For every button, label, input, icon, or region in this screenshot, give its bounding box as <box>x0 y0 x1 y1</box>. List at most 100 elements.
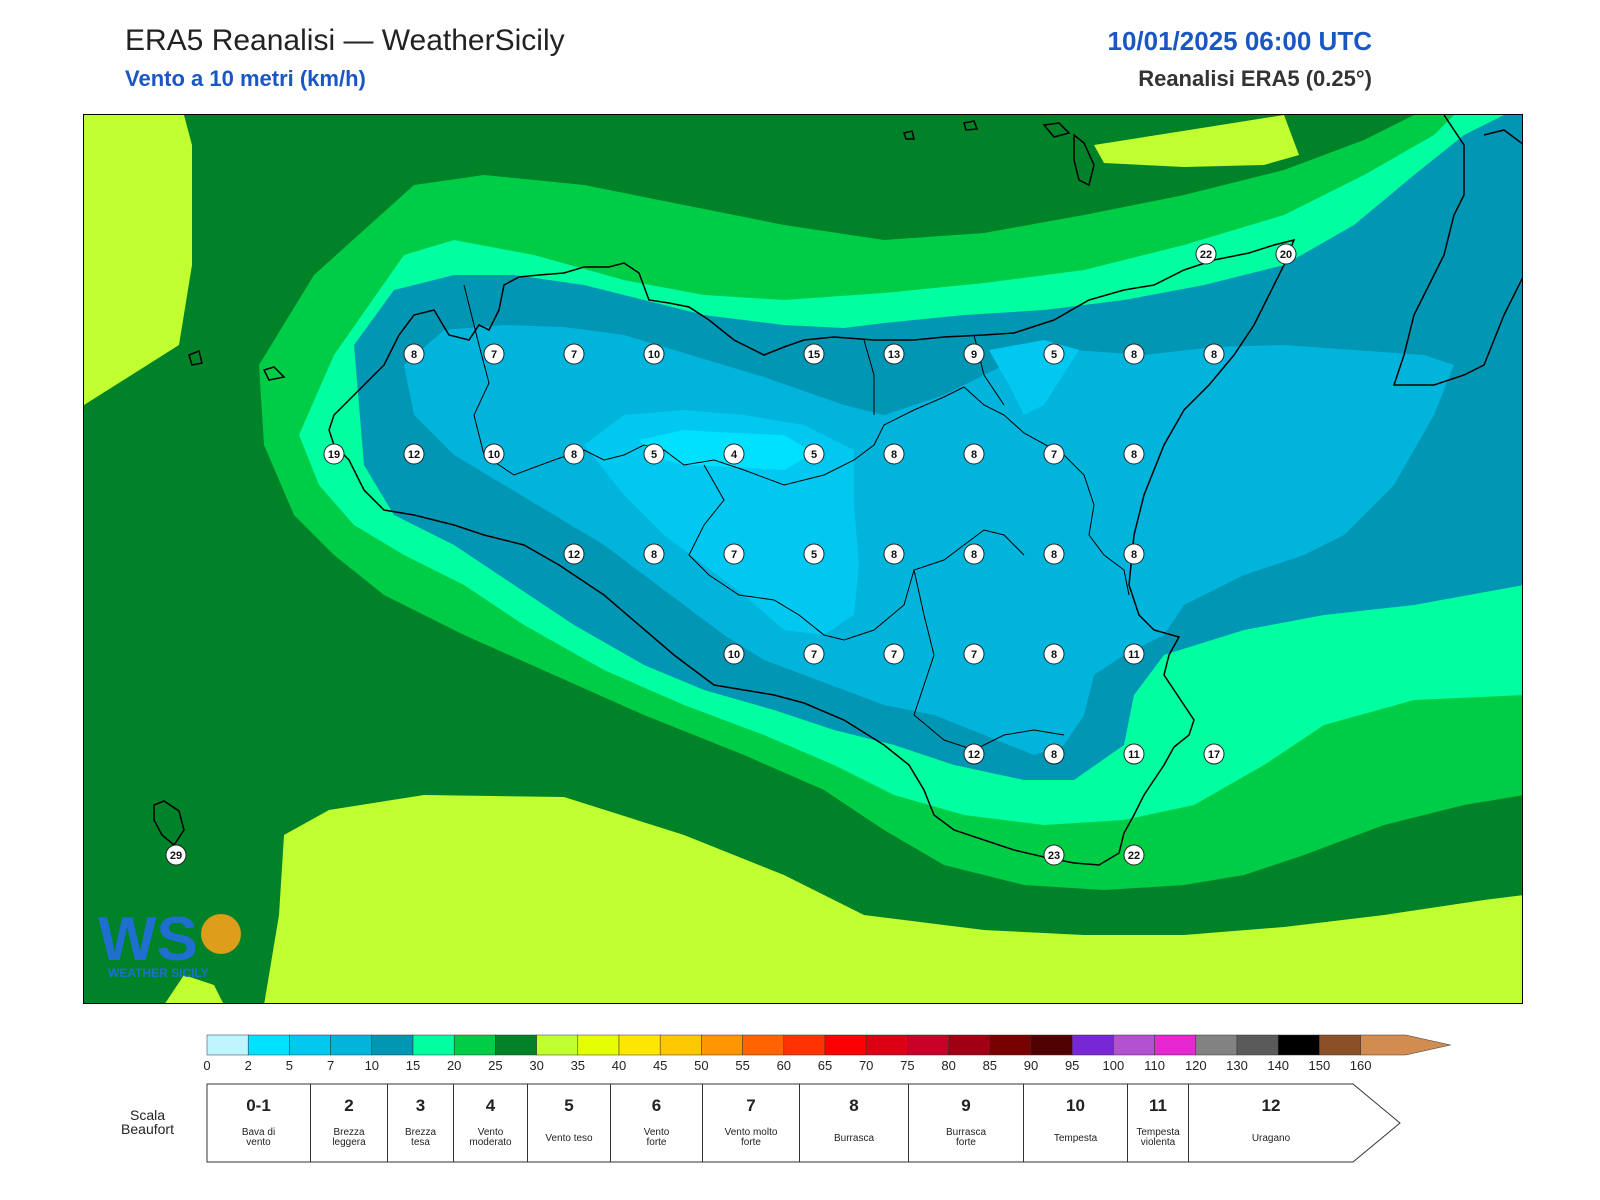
colorbar-bin <box>701 1034 743 1056</box>
map-datetime: 10/01/2025 06:00 UTC <box>1107 26 1372 56</box>
wind-value-label: 8 <box>1051 549 1057 561</box>
colorbar-tick-label: 90 <box>1023 1058 1039 1073</box>
wind-value-marker: 12 <box>403 443 425 465</box>
contour-30-35-south <box>264 795 1522 1003</box>
wind-value-marker: 8 <box>1123 343 1145 365</box>
colorbar-tick-label: 7 <box>326 1058 335 1073</box>
wind-value-label: 7 <box>811 649 817 661</box>
wind-value-label: 8 <box>1131 549 1137 561</box>
wind-value-label: 7 <box>571 349 577 361</box>
beaufort-cell: 0-1 Bava di vento <box>207 1084 310 1162</box>
wind-value-marker: 8 <box>403 343 425 365</box>
colorbar-bin <box>989 1034 1032 1056</box>
wind-value-label: 23 <box>1048 850 1060 862</box>
colorbar-tick-label: 140 <box>1267 1058 1290 1073</box>
wind-value-label: 8 <box>891 549 897 561</box>
colorbar-bin <box>453 1034 496 1056</box>
wind-value-marker: 20 <box>1275 243 1297 265</box>
colorbar-tick-label: 55 <box>735 1058 750 1073</box>
wind-value-marker: 7 <box>563 343 585 365</box>
calabria-north <box>1483 129 1522 145</box>
colorbar-bin <box>1236 1034 1279 1056</box>
province-borders <box>463 284 1130 751</box>
wind-value-label: 10 <box>648 349 660 361</box>
colorbar-tick-label: 110 <box>1144 1058 1165 1073</box>
wind-value-label: 15 <box>808 349 820 361</box>
wind-value-label: 8 <box>651 549 657 561</box>
beaufort-desc-line2: forte <box>646 1137 667 1148</box>
colorbar-tick-label: 160 <box>1349 1058 1372 1073</box>
wind-value-marker: 22 <box>1123 844 1145 866</box>
beaufort-cell: 3 Brezza tesa <box>387 1084 453 1162</box>
beaufort-description: Brezza leggera <box>311 1128 387 1148</box>
wind-value-label: 5 <box>811 549 817 561</box>
contour-30-35-sw <box>165 975 223 1003</box>
beaufort-number: 12 <box>1261 1096 1281 1115</box>
beaufort-desc-line2: violenta <box>1140 1137 1176 1148</box>
wind-value-marker: 11 <box>1123 643 1145 665</box>
colorbar-tick-label: 0 <box>203 1058 211 1073</box>
beaufort-description: Bava di vento <box>207 1128 310 1148</box>
beaufort-description: Burrasca <box>800 1134 908 1144</box>
calabria-coast <box>1392 115 1522 386</box>
colorbar-tick-label: 100 <box>1102 1058 1125 1073</box>
wind-value-marker: 8 <box>883 443 905 465</box>
colorbar-bin <box>247 1034 290 1056</box>
wind-contour-map: 22 20 8 7 7 10 15 13 9 5 8 8 19 12 10 8 5 4 5 8 8 7 8 12 8 7 5 8 8 8 8… <box>84 115 1522 1003</box>
wind-value-label: 10 <box>488 449 500 461</box>
beaufort-desc-line1: Uragano <box>1251 1133 1291 1144</box>
wind-value-marker: 7 <box>963 643 985 665</box>
beaufort-description: Vento molto forte <box>703 1128 799 1148</box>
wind-value-label: 19 <box>328 449 340 461</box>
wind-value-marker: 8 <box>1203 343 1225 365</box>
wind-value-label: 22 <box>1200 249 1212 261</box>
wind-value-marker: 8 <box>1043 743 1065 765</box>
beaufort-desc-line2: vento <box>246 1137 271 1148</box>
wind-value-marker: 8 <box>1043 543 1065 565</box>
beaufort-scale-title: Scala Beaufort <box>110 1108 185 1136</box>
beaufort-description: Tempesta <box>1024 1134 1127 1144</box>
colorbar-bin <box>824 1034 867 1056</box>
colorbar-bin <box>577 1034 620 1056</box>
colorbar-tick-label: 60 <box>776 1058 792 1073</box>
colorbar-tick-label: 130 <box>1226 1058 1248 1073</box>
beaufort-cell: 11 Tempesta violenta <box>1127 1084 1188 1162</box>
wind-value-marker: 29 <box>165 844 187 866</box>
wind-value-marker: 10 <box>643 343 665 365</box>
beaufort-cell: 10 Tempesta <box>1023 1084 1127 1162</box>
beaufort-desc-line2: forte <box>740 1137 761 1148</box>
colorbar-bin <box>1277 1034 1320 1056</box>
wind-value-label: 17 <box>1208 749 1220 761</box>
wind-value-marker: 5 <box>803 443 825 465</box>
wind-value-marker: 8 <box>963 543 985 565</box>
colorbar-bin <box>907 1034 949 1056</box>
wind-value-marker: 8 <box>883 543 905 565</box>
beaufort-number: 5 <box>564 1096 574 1115</box>
colorbar-tick-label: 65 <box>817 1058 833 1073</box>
colorbar-tick-label: 10 <box>364 1058 380 1073</box>
wind-value-label: 22 <box>1128 850 1140 862</box>
wind-value-label: 4 <box>731 449 738 461</box>
wind-value-marker: 17 <box>1203 743 1225 765</box>
colorbar-bin <box>618 1034 661 1056</box>
colorbar-bin <box>865 1034 908 1056</box>
egadi <box>262 366 286 381</box>
colorbar-tick-label: 150 <box>1308 1058 1331 1073</box>
contour-30-35-north <box>1094 115 1299 167</box>
wind-value-marker: 11 <box>1123 743 1145 765</box>
wind-value-marker: 19 <box>323 443 345 465</box>
wind-value-marker: 4 <box>723 443 745 465</box>
colorbar-bin <box>783 1034 826 1056</box>
colorbar-tick-label: 5 <box>285 1058 294 1073</box>
colorbar-tick-label: 95 <box>1064 1058 1080 1073</box>
sicily-coast <box>328 238 1296 866</box>
wind-value-label: 10 <box>728 649 740 661</box>
pantelleria <box>153 800 185 847</box>
colorbar-bin <box>330 1034 373 1056</box>
wind-map: 22 20 8 7 7 10 15 13 9 5 8 8 19 12 10 8 5 4 5 8 8 7 8 12 8 7 5 8 8 8 8… <box>83 114 1523 1004</box>
wind-value-marker: 7 <box>1043 443 1065 465</box>
beaufort-description: Vento teso <box>528 1134 610 1144</box>
wind-value-label: 29 <box>170 850 182 862</box>
beaufort-desc-line2: leggera <box>332 1137 366 1148</box>
wind-value-label: 11 <box>1128 749 1140 761</box>
